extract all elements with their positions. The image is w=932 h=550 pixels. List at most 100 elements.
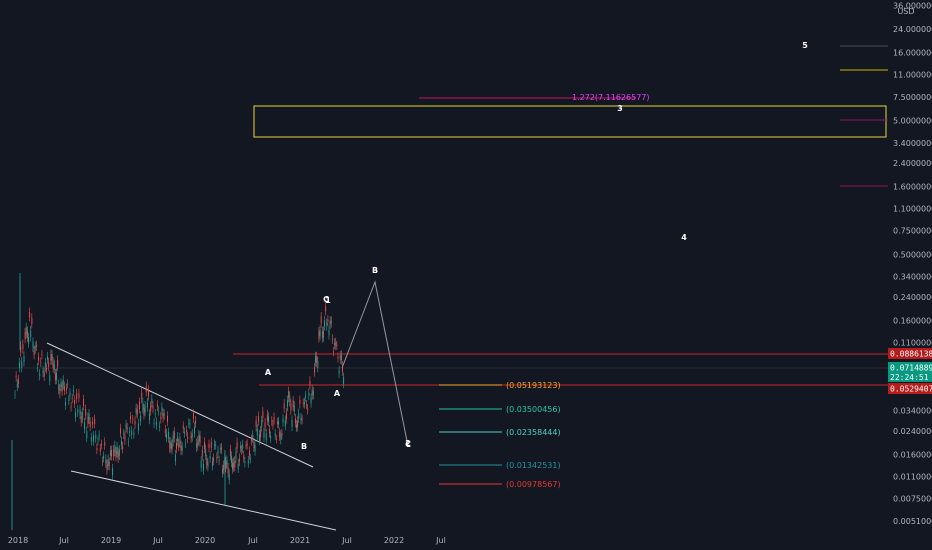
candle-body bbox=[248, 450, 250, 456]
time-tick-label: 2020 bbox=[195, 536, 215, 545]
price-tick-label: 24.00000000 bbox=[893, 25, 932, 34]
price-badges: 0.08861383 0.0714889122:24:51 0.05294077 bbox=[888, 348, 932, 394]
candle-body bbox=[320, 316, 322, 324]
candle-body bbox=[189, 423, 191, 425]
candle-body bbox=[205, 449, 207, 456]
candle-body bbox=[115, 451, 117, 458]
candle-body bbox=[17, 379, 19, 384]
candle-body bbox=[172, 435, 174, 443]
candle-body bbox=[254, 445, 256, 452]
candle-body bbox=[312, 391, 314, 396]
candle-body bbox=[216, 457, 218, 459]
candle-body bbox=[262, 411, 264, 418]
time-tick-label: 2022 bbox=[384, 536, 404, 545]
candle-body bbox=[298, 413, 300, 419]
candle-body bbox=[118, 449, 120, 456]
candle-body bbox=[117, 451, 119, 459]
candle-body bbox=[339, 355, 341, 360]
candle-body bbox=[159, 426, 161, 428]
time-axis[interactable]: 2018 Jul 2019 Jul 2020 Jul 2021 Jul 2022 Jul bbox=[8, 536, 446, 545]
candle-body bbox=[278, 421, 280, 425]
price-tick-label: 0.16000000 bbox=[893, 317, 932, 326]
candle-body bbox=[191, 433, 193, 438]
wave-label: A bbox=[265, 368, 272, 377]
candle-body bbox=[153, 422, 155, 425]
price-tick-label: 0.02400000 bbox=[893, 427, 932, 436]
candle-body bbox=[146, 402, 148, 408]
candle-body bbox=[322, 330, 324, 338]
candle-body bbox=[209, 455, 211, 459]
candle-body bbox=[75, 412, 77, 418]
wave-label: B bbox=[301, 442, 307, 451]
candle-body bbox=[86, 431, 88, 439]
candle-body bbox=[100, 443, 102, 446]
candle-body bbox=[109, 450, 111, 456]
candle-body bbox=[83, 399, 84, 407]
candle-body bbox=[300, 417, 302, 421]
time-tick-label: Jul bbox=[58, 536, 69, 545]
candle-body bbox=[48, 362, 50, 367]
price-tick-label: 36.00000000 bbox=[893, 2, 932, 11]
candle-body bbox=[314, 367, 315, 373]
candle-body bbox=[328, 329, 330, 336]
price-tick-label: 11.00000000 bbox=[893, 71, 932, 80]
candle-body bbox=[155, 421, 157, 426]
candle-body bbox=[112, 468, 114, 476]
candle-body bbox=[232, 462, 234, 470]
candle-body bbox=[28, 337, 29, 344]
candle-body bbox=[135, 408, 137, 414]
price-tick-label: 0.50000000 bbox=[893, 250, 932, 259]
candle-body bbox=[222, 469, 223, 474]
wave-label: 2 bbox=[405, 439, 411, 448]
candle-body bbox=[245, 445, 247, 447]
candle-body bbox=[198, 434, 200, 442]
candle-body bbox=[125, 424, 127, 429]
candle-body bbox=[173, 431, 175, 439]
candle-body bbox=[19, 362, 20, 369]
candle-body bbox=[90, 437, 92, 442]
candle-body bbox=[229, 449, 231, 457]
candle-body bbox=[287, 400, 289, 408]
candle-body bbox=[231, 455, 232, 463]
candle-body bbox=[183, 432, 185, 434]
candle-body bbox=[302, 402, 304, 404]
candle-body bbox=[165, 433, 167, 439]
candle-body bbox=[217, 450, 219, 454]
candle-body bbox=[15, 375, 17, 378]
candle-body bbox=[174, 454, 176, 462]
candle-body bbox=[122, 446, 124, 450]
candle-body bbox=[256, 428, 258, 436]
candle-body bbox=[123, 433, 125, 435]
candle-body bbox=[137, 423, 139, 431]
candle-body bbox=[38, 356, 40, 361]
price-tick-label: 0.03400000 bbox=[893, 407, 932, 416]
candle-body bbox=[251, 438, 253, 442]
candle-body bbox=[240, 445, 241, 449]
candle-body bbox=[150, 405, 152, 412]
candle-body bbox=[250, 458, 251, 460]
price-axis[interactable]: USD 36.00000000 24.00000000 16.00000000 11.… bbox=[893, 2, 932, 526]
candle-body bbox=[315, 356, 317, 363]
candle-body bbox=[220, 447, 222, 451]
wedge-lower-line bbox=[70, 470, 337, 531]
candle-body bbox=[301, 419, 303, 421]
candle-body bbox=[56, 372, 57, 380]
candle-body bbox=[292, 400, 294, 408]
candle-body bbox=[24, 332, 26, 340]
candles-layer bbox=[11, 273, 345, 530]
candle-body bbox=[130, 416, 132, 420]
time-tick-label: Jul bbox=[435, 536, 446, 545]
price-tick-label: 0.00750000 bbox=[893, 495, 932, 504]
candle-body bbox=[340, 354, 342, 361]
candle-body bbox=[324, 320, 326, 327]
candle-body bbox=[252, 434, 254, 439]
candle-body bbox=[270, 435, 272, 439]
candle-body bbox=[308, 392, 310, 396]
price-tick-label: 2.40000000 bbox=[893, 159, 932, 168]
candle-body bbox=[145, 386, 147, 393]
candle-body bbox=[171, 443, 173, 451]
candle-body bbox=[91, 421, 93, 425]
candle-body bbox=[261, 420, 263, 428]
